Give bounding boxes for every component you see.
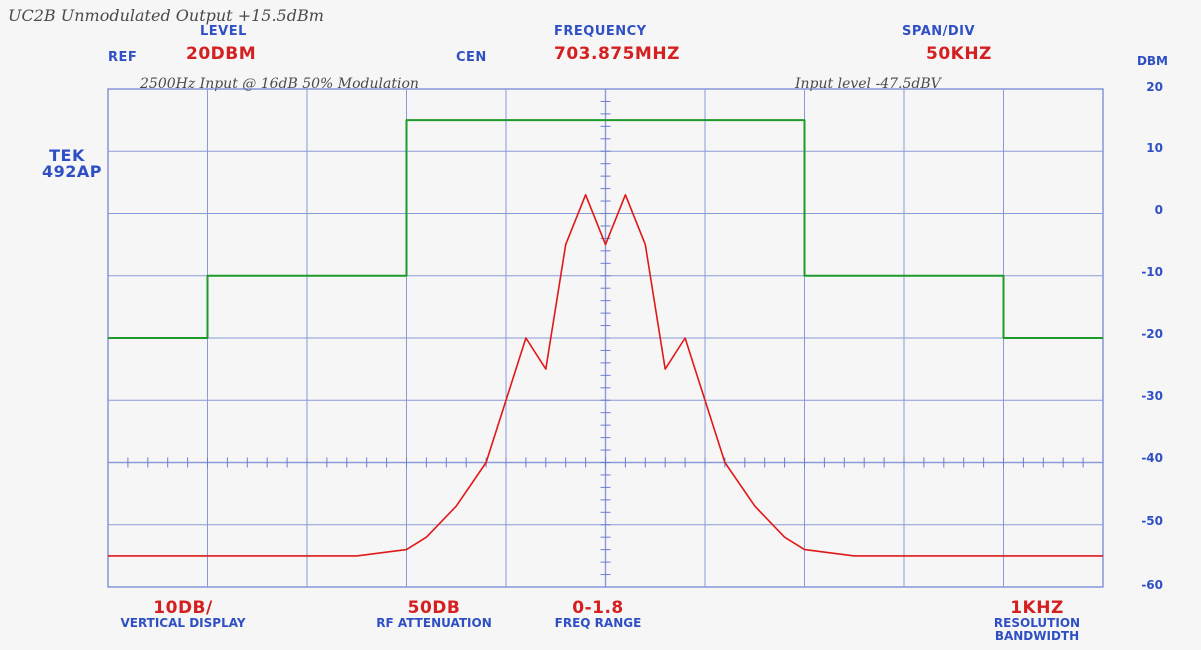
instrument-line2: 492AP bbox=[42, 162, 103, 181]
handwritten-input-note: 2500Hz Input @ 16dB 50% Modulation bbox=[140, 76, 419, 92]
freq-range-label: FREQ RANGE bbox=[554, 616, 642, 630]
instrument-id: TEK 492AP bbox=[42, 146, 103, 181]
vertical-display-label: VERTICAL DISPLAY bbox=[120, 616, 246, 630]
y-tick-label: -10 bbox=[1141, 265, 1163, 279]
spectrum-trace bbox=[108, 194, 1103, 557]
rf-attenuation-value: 50DB bbox=[407, 598, 461, 618]
cen-label: CEN bbox=[456, 50, 487, 65]
y-tick-label: -20 bbox=[1141, 327, 1163, 341]
handwritten-title: UC2B Unmodulated Output +15.5dBm bbox=[8, 6, 324, 25]
y-tick-label: -40 bbox=[1141, 451, 1163, 465]
y-tick-label: -60 bbox=[1141, 578, 1163, 592]
rf-attenuation-label: RF ATTENUATION bbox=[376, 616, 492, 630]
frequency-label: FREQUENCY bbox=[554, 24, 647, 39]
y-tick-label: 10 bbox=[1146, 141, 1163, 155]
span-value: 50KHZ bbox=[926, 44, 992, 64]
y-axis-unit: DBM bbox=[1136, 54, 1168, 68]
resolution-bandwidth-label: RESOLUTION BANDWIDTH bbox=[993, 616, 1081, 643]
y-tick-label: -50 bbox=[1141, 514, 1163, 528]
level-label: LEVEL bbox=[200, 24, 247, 39]
span-label: SPAN/DIV bbox=[902, 24, 976, 39]
traces bbox=[108, 119, 1103, 557]
freq-range-value: 0-1.8 bbox=[572, 598, 624, 618]
instrument-line1: TEK bbox=[49, 146, 85, 165]
y-tick-label: 20 bbox=[1146, 80, 1163, 94]
y-tick-label: 0 bbox=[1154, 203, 1163, 217]
handwritten-input-level: Input level -47.5dBV bbox=[795, 76, 941, 92]
ref-label: REF bbox=[108, 50, 138, 65]
center-frequency-value: 703.875MHZ bbox=[554, 44, 680, 64]
mask-trace bbox=[108, 119, 1103, 339]
graticule bbox=[107, 88, 1104, 588]
y-tick-label: -30 bbox=[1141, 389, 1163, 403]
vertical-display-value: 10DB/ bbox=[153, 598, 213, 618]
ref-level-value: 20DBM bbox=[186, 44, 257, 64]
resolution-bandwidth-value: 1KHZ bbox=[1010, 598, 1064, 618]
